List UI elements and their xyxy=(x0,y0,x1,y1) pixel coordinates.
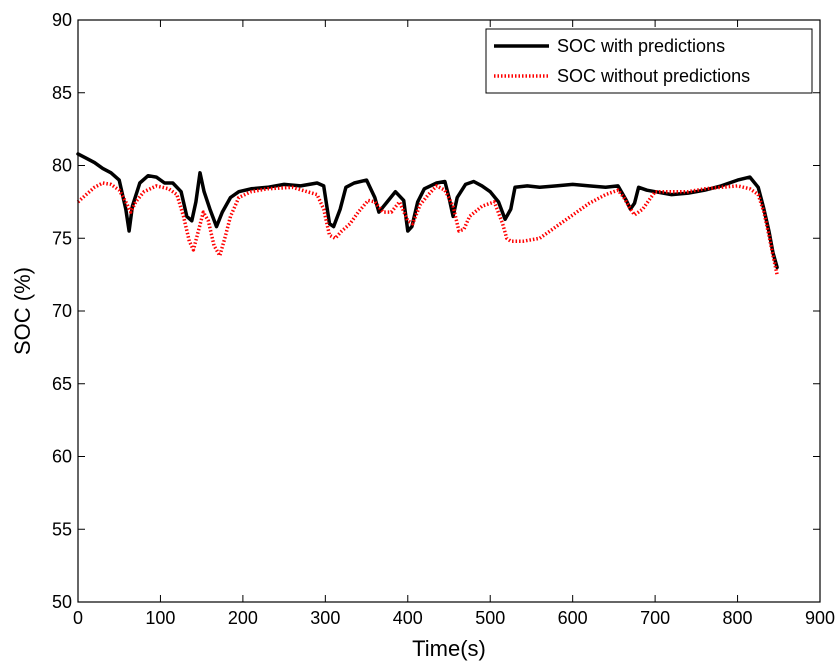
series-line-2 xyxy=(76,181,779,275)
y-tick-label: 55 xyxy=(52,519,72,539)
x-tick-label: 900 xyxy=(805,608,835,628)
y-axis-label: SOC (%) xyxy=(10,267,35,355)
plot-area xyxy=(78,20,820,602)
legend-label-1: SOC with predictions xyxy=(557,36,725,56)
x-tick-label: 400 xyxy=(393,608,423,628)
x-tick-label: 0 xyxy=(73,608,83,628)
x-axis-label: Time(s) xyxy=(412,636,486,661)
y-tick-label: 75 xyxy=(52,228,72,248)
legend: SOC with predictions SOC without predicti… xyxy=(485,28,813,94)
legend-box xyxy=(485,28,813,94)
x-tick-label: 500 xyxy=(475,608,505,628)
x-tick-label: 100 xyxy=(145,608,175,628)
x-tick-label: 700 xyxy=(640,608,670,628)
x-tick-label: 300 xyxy=(310,608,340,628)
series-line-1 xyxy=(76,152,779,270)
legend-label-2: SOC without predictions xyxy=(557,66,750,86)
y-tick-label: 65 xyxy=(52,374,72,394)
y-tick-label: 60 xyxy=(52,447,72,467)
y-tick-label: 70 xyxy=(52,301,72,321)
series-layer xyxy=(76,152,779,275)
y-tick-label: 50 xyxy=(52,592,72,612)
x-tick-label: 800 xyxy=(723,608,753,628)
y-tick-label: 80 xyxy=(52,156,72,176)
y-tick-label: 85 xyxy=(52,83,72,103)
y-tick-label: 90 xyxy=(52,10,72,30)
tick-layer: 0 100 200 300 400 500 600 700 800 900 50 55 60 65 70 75… xyxy=(52,10,835,628)
plot-background xyxy=(78,20,820,602)
x-tick-label: 600 xyxy=(558,608,588,628)
x-tick-label: 200 xyxy=(228,608,258,628)
